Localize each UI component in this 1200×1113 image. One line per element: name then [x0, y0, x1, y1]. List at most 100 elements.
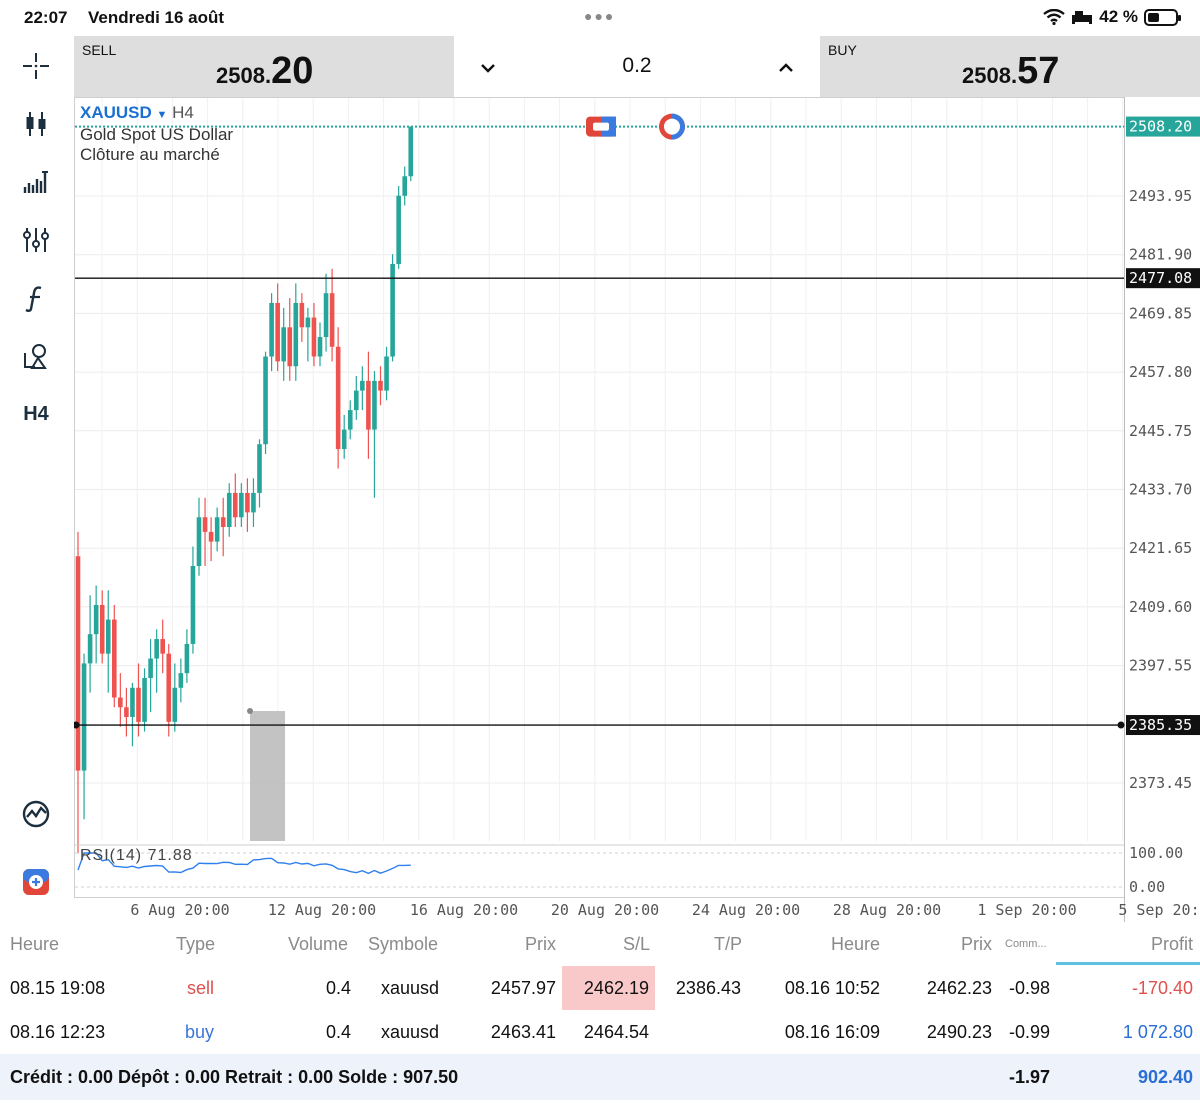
- account-summary: Crédit : 0.00 Dépôt : 0.00 Retrait : 0.0…: [0, 1054, 1200, 1100]
- y-tick-label: 2409.60: [1129, 598, 1192, 616]
- candle-body: [160, 639, 165, 654]
- symbol-header[interactable]: XAUUSD ▼ H4: [80, 103, 194, 123]
- candlestick-chart-icon[interactable]: [16, 104, 56, 144]
- candle-body: [190, 565, 196, 644]
- row-symbol: xauusd: [381, 1022, 440, 1042]
- symbol-dropdown-icon[interactable]: ▼: [156, 109, 168, 121]
- candle-body: [341, 429, 347, 450]
- sell-label: SELL: [82, 42, 117, 58]
- candle-body: [396, 195, 401, 264]
- col-profit[interactable]: Profit: [1150, 934, 1193, 954]
- candle-body: [360, 380, 365, 391]
- candle-body: [281, 327, 286, 362]
- multitask-dots-icon[interactable]: ●●●: [584, 8, 616, 24]
- rsi-line: [77, 852, 411, 875]
- col-sl[interactable]: S/L: [622, 934, 650, 954]
- current-price-tag-bg: [1126, 116, 1200, 137]
- sleep-mode-icon: [1072, 11, 1093, 24]
- history-table: Heure Type Volume Symbole Prix S/L T/P H…: [0, 922, 1200, 1113]
- row-close-time: 08.16 10:52: [784, 978, 880, 998]
- market-status: Clôture au marché: [80, 145, 220, 164]
- row-commission: -0.98: [1008, 978, 1050, 998]
- table-row[interactable]: 08.16 12:23 buy 0.4 xauusd 2463.41 2464.…: [0, 1010, 1200, 1054]
- candle-body: [105, 619, 111, 654]
- symbol-timeframe: H4: [172, 103, 194, 122]
- sell-price-pips: 20: [271, 50, 314, 92]
- row-sl: 2462.19: [583, 978, 649, 998]
- x-tick-label: 28 Aug 20:00: [833, 901, 941, 919]
- col-type[interactable]: Type: [176, 934, 216, 954]
- col-commission[interactable]: Comm...: [1005, 938, 1047, 950]
- table-row[interactable]: 08.15 19:08 sell 0.4 xauusd 2457.97 2462…: [0, 966, 1200, 1010]
- row-type: sell: [187, 978, 215, 998]
- candle-body: [87, 634, 93, 664]
- line-2-price-tag-bg: [1126, 715, 1200, 736]
- selection-handle: [247, 708, 253, 714]
- col-volume[interactable]: Volume: [288, 934, 349, 954]
- volume-selector: 0.2: [454, 36, 820, 97]
- row-profit: -170.40: [1131, 978, 1193, 998]
- candle-body: [81, 663, 87, 771]
- function-icon[interactable]: [16, 278, 56, 318]
- row-symbol: xauusd: [381, 978, 440, 998]
- row-volume: 0.4: [325, 978, 351, 998]
- col-close-time[interactable]: Heure: [830, 934, 880, 954]
- candle-body: [172, 687, 178, 722]
- timeframe-button[interactable]: H4: [23, 402, 49, 425]
- sl-highlight: [562, 966, 655, 1010]
- summary-text: Crédit : 0.00 Dépôt : 0.00 Retrait : 0.0…: [10, 1067, 459, 1087]
- candle-body: [408, 126, 414, 177]
- sell-button[interactable]: SELL 2508.20: [74, 36, 454, 97]
- candle-body: [366, 380, 371, 430]
- volume-decrease-icon[interactable]: [480, 54, 496, 80]
- candle-body: [136, 687, 141, 722]
- x-tick-label: 12 Aug 20:00: [268, 901, 376, 919]
- battery-icon: [1144, 8, 1181, 26]
- symbol-name[interactable]: XAUUSD: [80, 103, 152, 122]
- crosshair-icon[interactable]: [16, 46, 56, 86]
- one-click-trading-icon[interactable]: [16, 862, 56, 902]
- y-tick-label: 2373.45: [1129, 774, 1192, 792]
- candle-body: [317, 337, 323, 357]
- indicators-bars-icon[interactable]: [16, 162, 56, 202]
- symbol-description: Gold Spot US Dollar: [80, 125, 234, 144]
- x-tick-label: 1 Sep 20:00: [977, 901, 1076, 919]
- candle-body: [214, 517, 220, 542]
- summary-profit: 902.40: [1137, 1067, 1193, 1087]
- col-price[interactable]: Prix: [525, 934, 556, 954]
- volume-input[interactable]: 0.2: [622, 54, 652, 77]
- candle-body: [402, 176, 407, 196]
- candle-body: [251, 492, 256, 513]
- candle-body: [220, 517, 226, 528]
- candle-body: [329, 293, 335, 347]
- buy-price-pips: 57: [1017, 50, 1060, 92]
- status-right: 42 %: [1043, 7, 1181, 27]
- volume-increase-icon[interactable]: [778, 54, 794, 80]
- battery-percent: 42 %: [1099, 7, 1138, 26]
- candle-body: [75, 556, 81, 771]
- col-close-price[interactable]: Prix: [961, 934, 992, 954]
- status-time: 22:07: [24, 8, 68, 27]
- candle-body: [275, 302, 280, 362]
- buy-button[interactable]: BUY 2508.57: [820, 36, 1200, 97]
- summary-commission: -1.97: [1008, 1067, 1050, 1087]
- candle-body: [305, 317, 311, 328]
- drawing-objects-icon[interactable]: [16, 336, 56, 376]
- candle-body: [384, 356, 389, 391]
- col-tp[interactable]: T/P: [713, 934, 742, 954]
- col-symbol[interactable]: Symbole: [368, 934, 439, 954]
- candle-body: [130, 687, 135, 717]
- candle-body: [269, 302, 274, 357]
- col-open-time[interactable]: Heure: [10, 934, 60, 954]
- sell-price: 2508.20: [216, 50, 313, 93]
- chart-analysis-icon[interactable]: [16, 794, 56, 834]
- row-profit: 1 072.80: [1122, 1022, 1193, 1042]
- line-1-price-tag-bg: [1126, 268, 1200, 289]
- chart-toolbar: H4: [0, 34, 72, 920]
- chart-canvas[interactable]: 2493.95 2481.90 2469.85 2457.80 2445.75 2433.…: [74, 97, 1200, 922]
- candle-body: [347, 410, 353, 430]
- price-chart[interactable]: 2493.95 2481.90 2469.85 2457.80 2445.75 2433.…: [74, 97, 1200, 922]
- row-commission: -0.99: [1008, 1022, 1050, 1042]
- settings-sliders-icon[interactable]: [16, 220, 56, 260]
- chart-frame: [74, 97, 1125, 898]
